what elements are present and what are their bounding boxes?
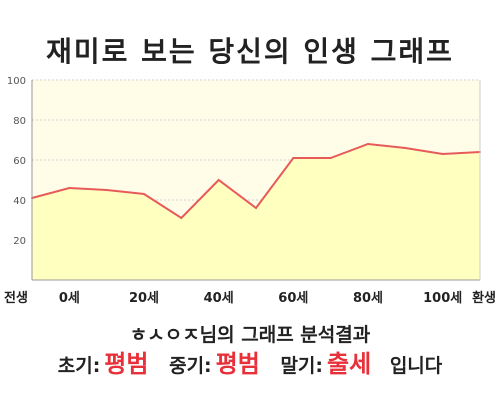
x-tick-label: 100세 [423, 291, 462, 306]
late-label: 말기: [280, 355, 324, 377]
data-point [143, 193, 145, 195]
y-tick-label: 20 [13, 236, 26, 247]
early-value: 평범 [104, 350, 149, 378]
y-tick-label: 60 [13, 156, 26, 167]
y-tick-label: 40 [13, 196, 26, 207]
data-point [367, 143, 369, 145]
y-tick-label: 80 [13, 116, 26, 127]
x-tick-label: 0세 [59, 291, 80, 306]
early-label: 초기: [57, 355, 101, 377]
result-heading: ㅎㅅㅇㅈ님의 그래프 분석결과 [129, 324, 371, 346]
data-point [292, 157, 295, 159]
x-tick-label: 40세 [204, 291, 234, 306]
mid-value: 평범 [215, 350, 260, 378]
x-tick-label: 전생 [4, 290, 28, 306]
data-point [105, 189, 108, 191]
x-tick-label: 환생 [472, 290, 496, 306]
page-title: 재미로 보는 당신의 인생 그래프 [46, 35, 454, 68]
data-point [441, 153, 444, 155]
area-fill [32, 144, 480, 280]
late-value: 출세 [327, 350, 372, 378]
result-ending: 입니다 [389, 355, 443, 377]
x-tick-label: 80세 [353, 291, 383, 306]
data-point [180, 217, 183, 219]
result-summary: 초기: 평범 중기: 평범 말기: 출세 입니다 [0, 344, 500, 379]
data-point [68, 187, 71, 189]
data-point [255, 207, 257, 209]
y-tick-label: 100 [7, 76, 26, 87]
x-tick-label: 20세 [129, 291, 159, 306]
data-point [217, 179, 220, 181]
mid-label: 중기: [169, 355, 212, 377]
x-tick-label: 60세 [278, 291, 308, 306]
data-point [404, 147, 407, 149]
data-point [329, 157, 332, 159]
